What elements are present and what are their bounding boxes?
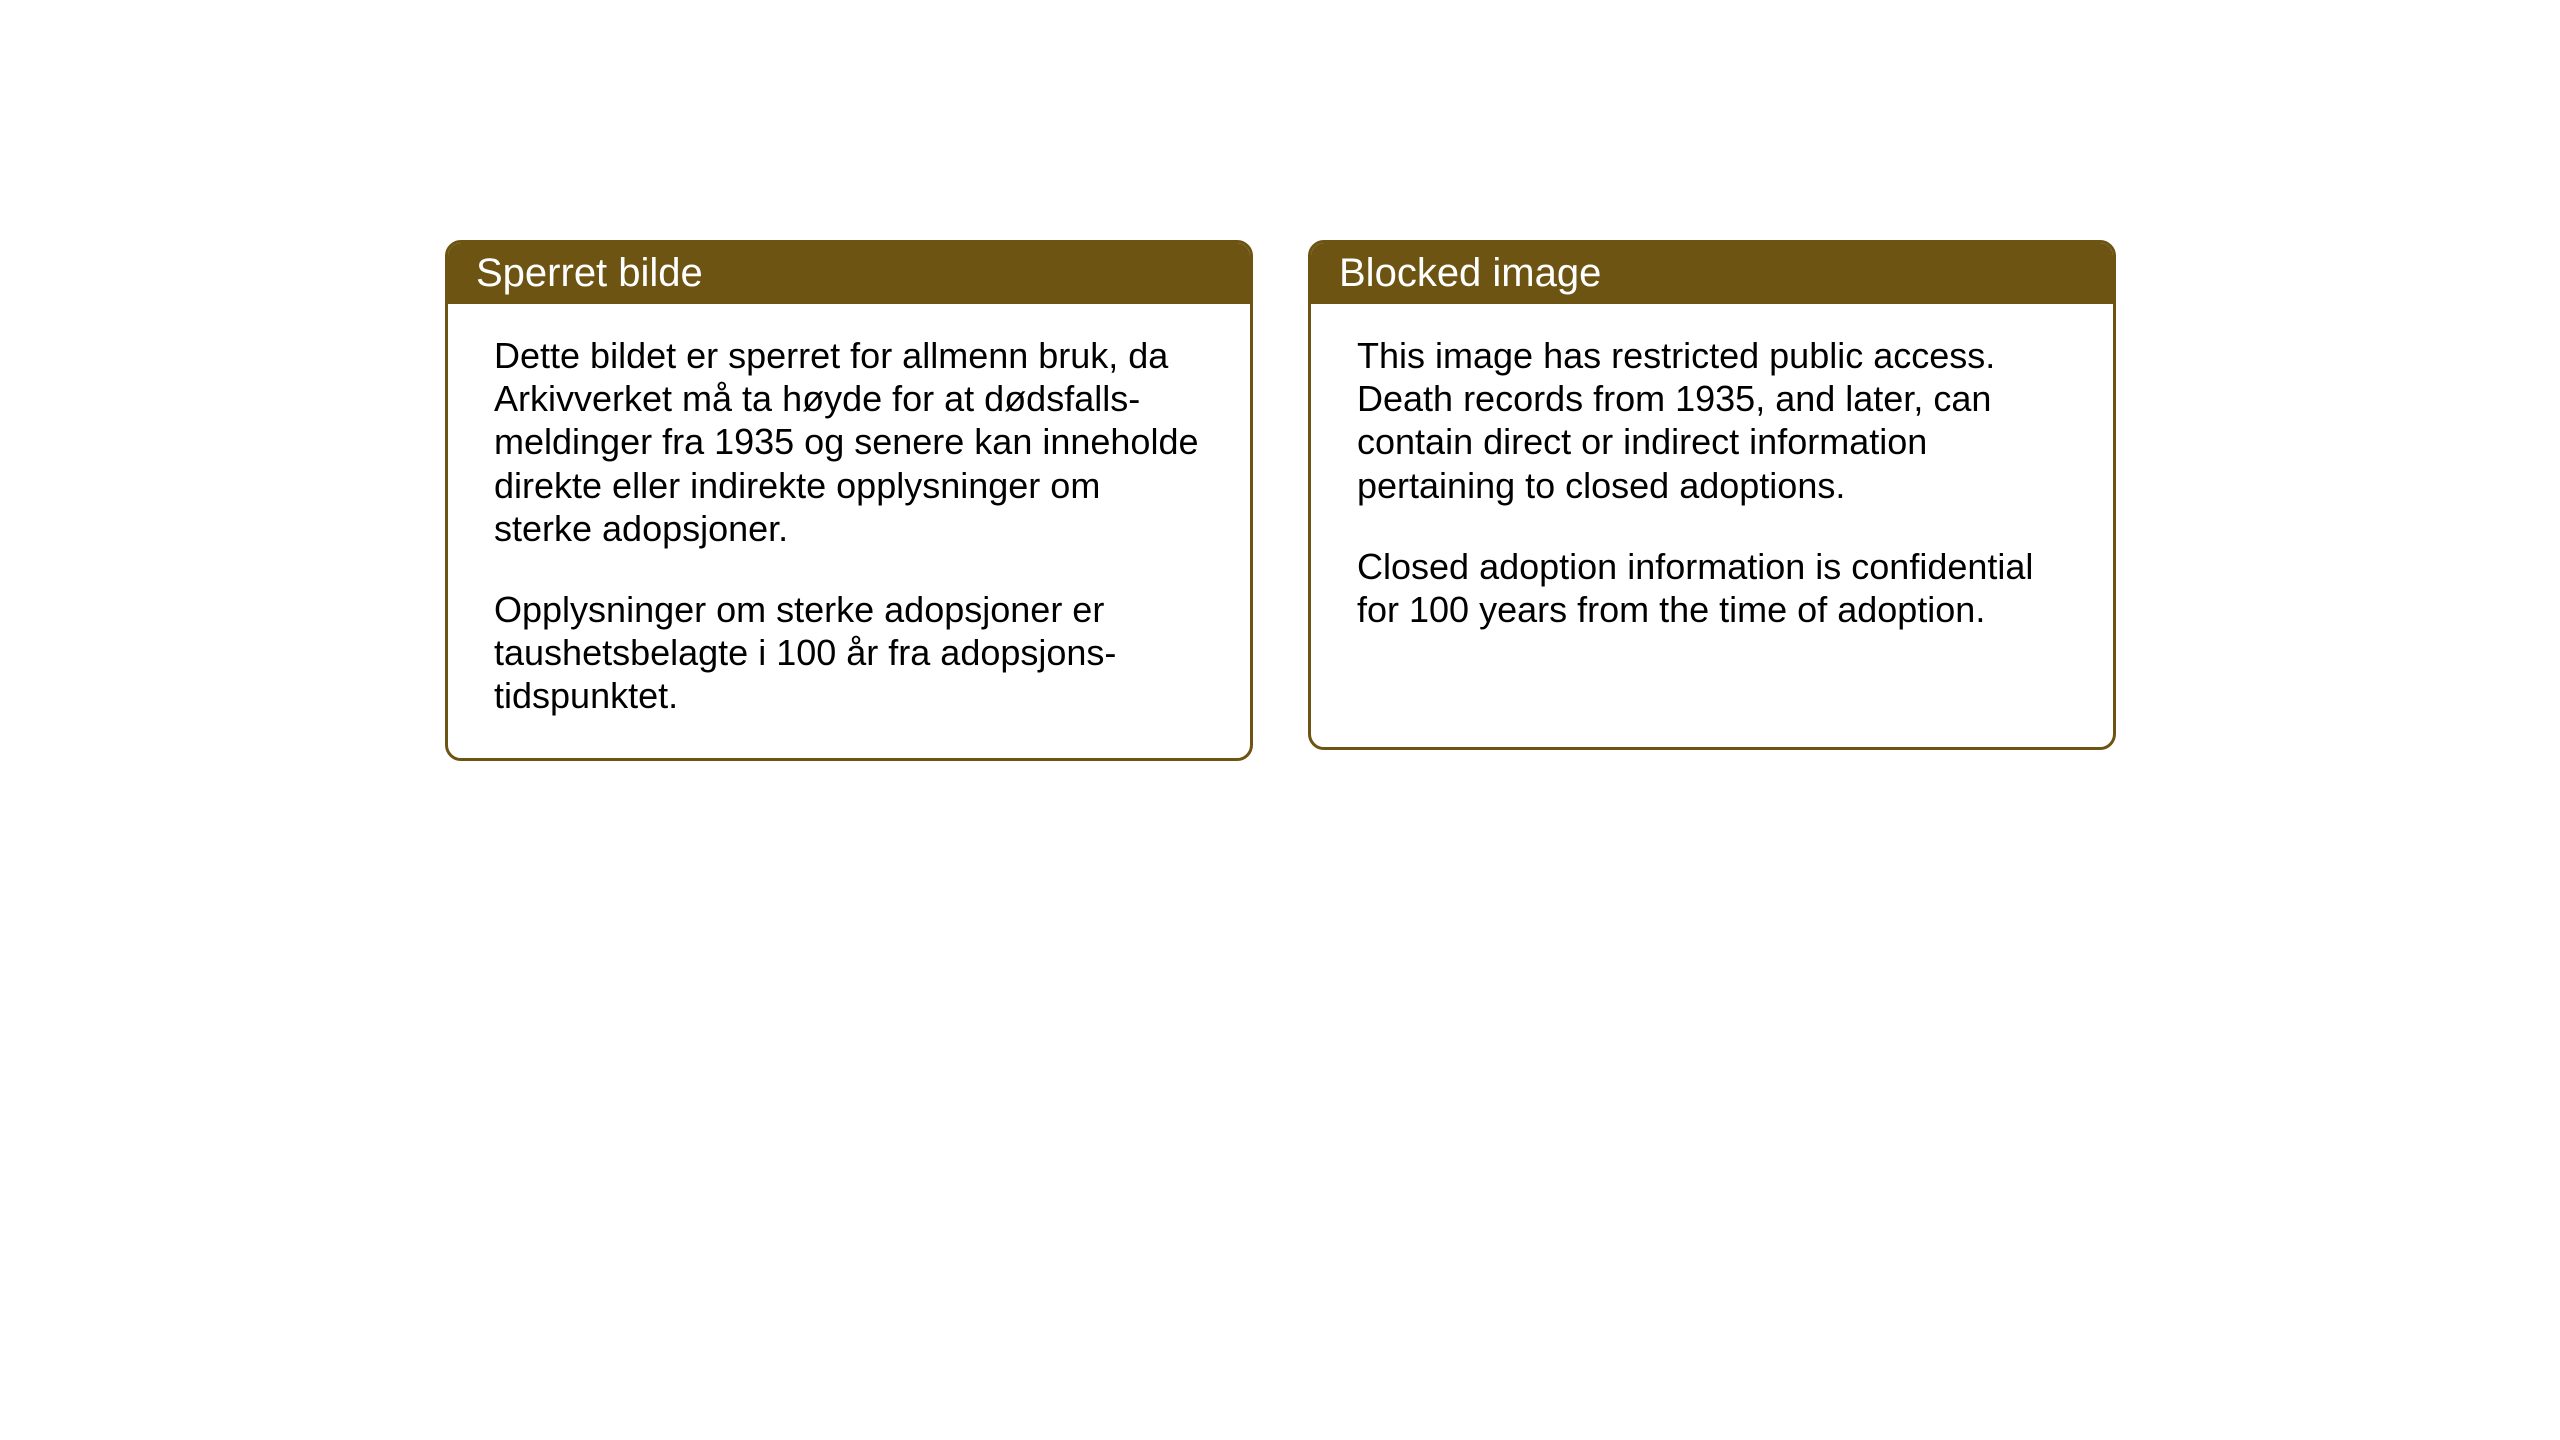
- notice-title-english: Blocked image: [1339, 251, 1601, 295]
- notice-paragraph-2-english: Closed adoption information is confident…: [1357, 545, 2067, 631]
- notice-container: Sperret bilde Dette bildet er sperret fo…: [445, 240, 2116, 761]
- notice-paragraph-1-english: This image has restricted public access.…: [1357, 334, 2067, 507]
- notice-body-norwegian: Dette bildet er sperret for allmenn bruk…: [448, 304, 1250, 758]
- notice-header-english: Blocked image: [1311, 243, 2113, 304]
- notice-box-english: Blocked image This image has restricted …: [1308, 240, 2116, 750]
- notice-box-norwegian: Sperret bilde Dette bildet er sperret fo…: [445, 240, 1253, 761]
- notice-title-norwegian: Sperret bilde: [476, 251, 703, 295]
- notice-header-norwegian: Sperret bilde: [448, 243, 1250, 304]
- notice-body-english: This image has restricted public access.…: [1311, 304, 2113, 671]
- notice-paragraph-1-norwegian: Dette bildet er sperret for allmenn bruk…: [494, 334, 1204, 550]
- notice-paragraph-2-norwegian: Opplysninger om sterke adopsjoner er tau…: [494, 588, 1204, 718]
